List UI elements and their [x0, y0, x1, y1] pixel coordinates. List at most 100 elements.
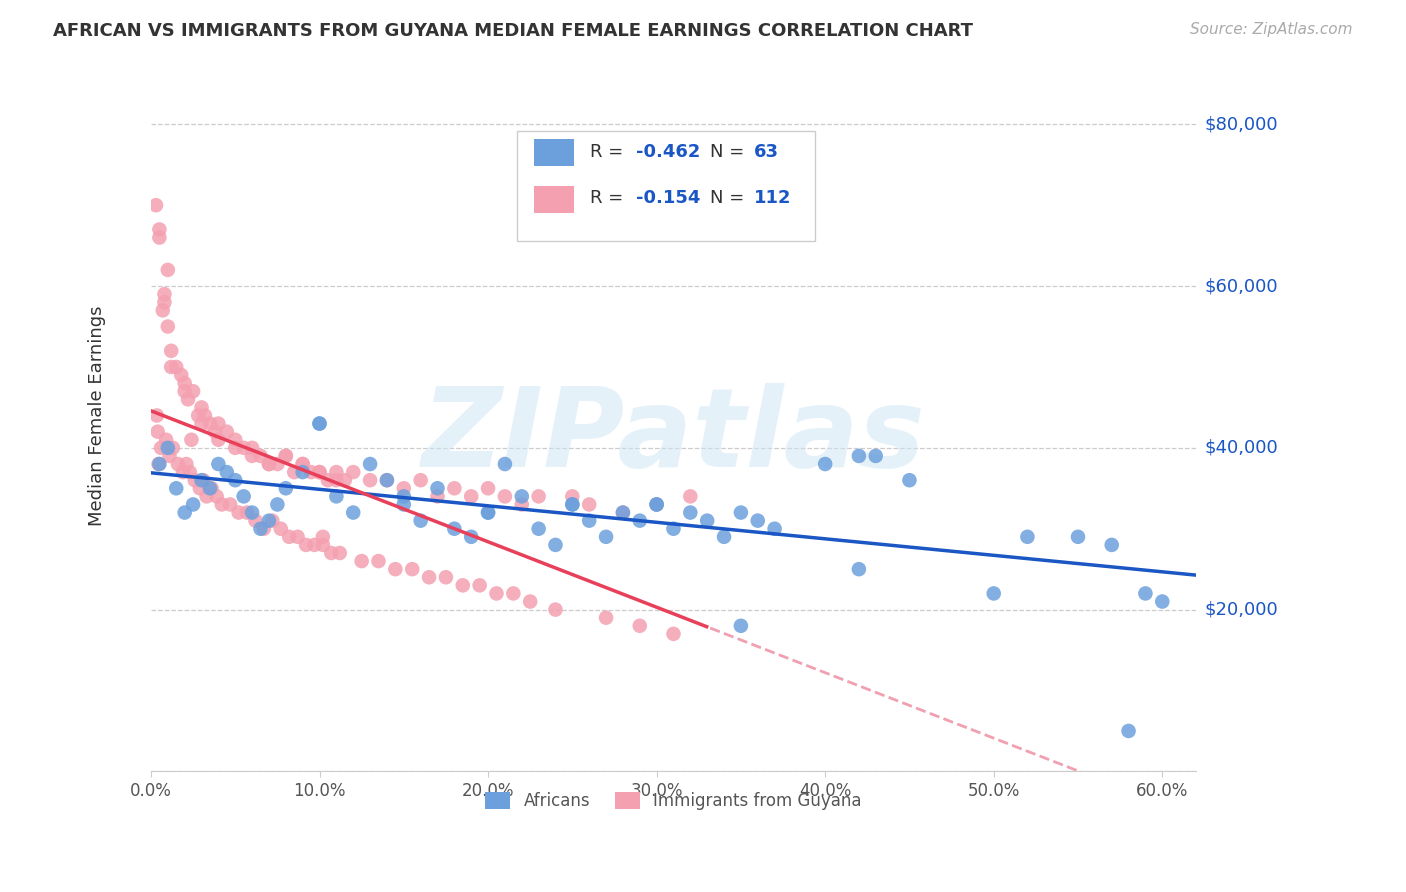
Point: [195, 489, 218, 503]
Point: [299, 465, 322, 479]
Point: [190, 401, 212, 415]
Point: [308, 417, 330, 431]
Point: [1067, 530, 1090, 544]
Point: [162, 441, 184, 455]
Point: [426, 489, 449, 503]
Point: [392, 481, 415, 495]
Point: [426, 481, 449, 495]
Point: [266, 457, 288, 471]
Text: -0.154: -0.154: [636, 189, 700, 208]
Point: [561, 498, 583, 512]
Point: [325, 473, 347, 487]
Point: [278, 530, 301, 544]
Point: [184, 473, 207, 487]
Text: 112: 112: [754, 189, 792, 208]
Point: [249, 522, 271, 536]
Point: [187, 409, 209, 423]
Text: R =: R =: [591, 189, 628, 208]
Point: [167, 457, 190, 471]
Point: [730, 506, 752, 520]
Point: [155, 433, 177, 447]
Point: [240, 506, 263, 520]
Text: R =: R =: [591, 143, 628, 161]
Point: [156, 263, 179, 277]
Text: $80,000: $80,000: [1205, 115, 1278, 133]
Point: [274, 449, 297, 463]
Point: [460, 530, 482, 544]
Point: [240, 449, 263, 463]
Point: [148, 457, 170, 471]
Point: [1017, 530, 1039, 544]
Point: [494, 457, 516, 471]
Point: [544, 538, 567, 552]
Point: [747, 514, 769, 528]
Point: [477, 506, 499, 520]
Point: [451, 578, 474, 592]
Point: [228, 506, 250, 520]
Point: [312, 538, 335, 552]
Point: [266, 498, 288, 512]
Point: [257, 514, 280, 528]
Point: [865, 449, 887, 463]
Point: [207, 457, 229, 471]
Point: [224, 473, 246, 487]
Point: [262, 514, 284, 528]
Point: [325, 489, 347, 503]
Point: [215, 425, 238, 439]
Point: [291, 457, 314, 471]
Point: [645, 498, 668, 512]
Point: [160, 359, 183, 374]
Point: [236, 506, 259, 520]
Point: [434, 570, 457, 584]
Point: [172, 465, 194, 479]
Point: [190, 473, 212, 487]
Point: [207, 417, 229, 431]
Point: [249, 449, 271, 463]
Point: [245, 514, 267, 528]
Point: [308, 465, 330, 479]
Point: [188, 481, 211, 495]
Point: [274, 449, 297, 463]
Point: [308, 465, 330, 479]
Point: [159, 449, 181, 463]
Point: [848, 562, 870, 576]
Point: [304, 538, 326, 552]
Text: -0.462: -0.462: [636, 143, 700, 161]
Point: [696, 514, 718, 528]
FancyBboxPatch shape: [517, 131, 814, 241]
Point: [201, 481, 224, 495]
Text: $60,000: $60,000: [1205, 277, 1278, 295]
Point: [211, 498, 233, 512]
Point: [287, 530, 309, 544]
Point: [270, 522, 292, 536]
Point: [153, 287, 176, 301]
Point: [207, 433, 229, 447]
Point: [561, 498, 583, 512]
Point: [204, 425, 226, 439]
Point: [342, 506, 364, 520]
Point: [409, 514, 432, 528]
Point: [283, 465, 305, 479]
Point: [477, 506, 499, 520]
Point: [274, 481, 297, 495]
Point: [409, 473, 432, 487]
Point: [359, 457, 381, 471]
Point: [148, 230, 170, 244]
Point: [628, 619, 651, 633]
Point: [180, 433, 202, 447]
Text: ZIPatlas: ZIPatlas: [422, 384, 925, 491]
Point: [1118, 723, 1140, 738]
Point: [628, 514, 651, 528]
Point: [662, 627, 685, 641]
Point: [295, 538, 318, 552]
Point: [983, 586, 1005, 600]
Point: [150, 441, 173, 455]
Point: [392, 498, 415, 512]
Point: [527, 522, 550, 536]
Point: [165, 481, 187, 495]
Point: [561, 489, 583, 503]
Point: [645, 498, 668, 512]
Point: [240, 441, 263, 455]
Point: [152, 303, 174, 318]
Point: [181, 498, 204, 512]
